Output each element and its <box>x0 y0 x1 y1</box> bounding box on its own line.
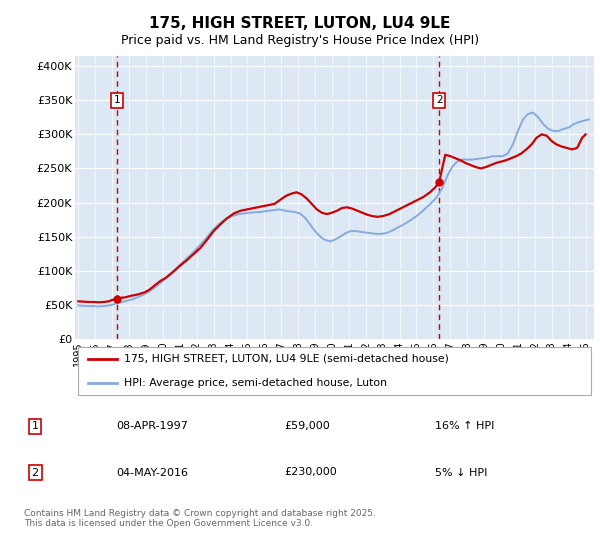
Text: 16% ↑ HPI: 16% ↑ HPI <box>434 421 494 431</box>
Text: 1: 1 <box>32 421 38 431</box>
Text: 175, HIGH STREET, LUTON, LU4 9LE (semi-detached house): 175, HIGH STREET, LUTON, LU4 9LE (semi-d… <box>124 354 449 364</box>
FancyBboxPatch shape <box>77 347 592 395</box>
Text: 2: 2 <box>32 468 39 478</box>
Text: 175, HIGH STREET, LUTON, LU4 9LE: 175, HIGH STREET, LUTON, LU4 9LE <box>149 16 451 31</box>
Text: HPI: Average price, semi-detached house, Luton: HPI: Average price, semi-detached house,… <box>124 378 388 388</box>
Text: 1: 1 <box>113 95 120 105</box>
Text: 08-APR-1997: 08-APR-1997 <box>116 421 188 431</box>
Text: Contains HM Land Registry data © Crown copyright and database right 2025.
This d: Contains HM Land Registry data © Crown c… <box>23 508 376 528</box>
Text: £59,000: £59,000 <box>284 421 330 431</box>
Text: Price paid vs. HM Land Registry's House Price Index (HPI): Price paid vs. HM Land Registry's House … <box>121 34 479 47</box>
Text: 04-MAY-2016: 04-MAY-2016 <box>116 468 188 478</box>
Text: 2: 2 <box>436 95 442 105</box>
Text: 5% ↓ HPI: 5% ↓ HPI <box>434 468 487 478</box>
Text: £230,000: £230,000 <box>284 468 337 478</box>
